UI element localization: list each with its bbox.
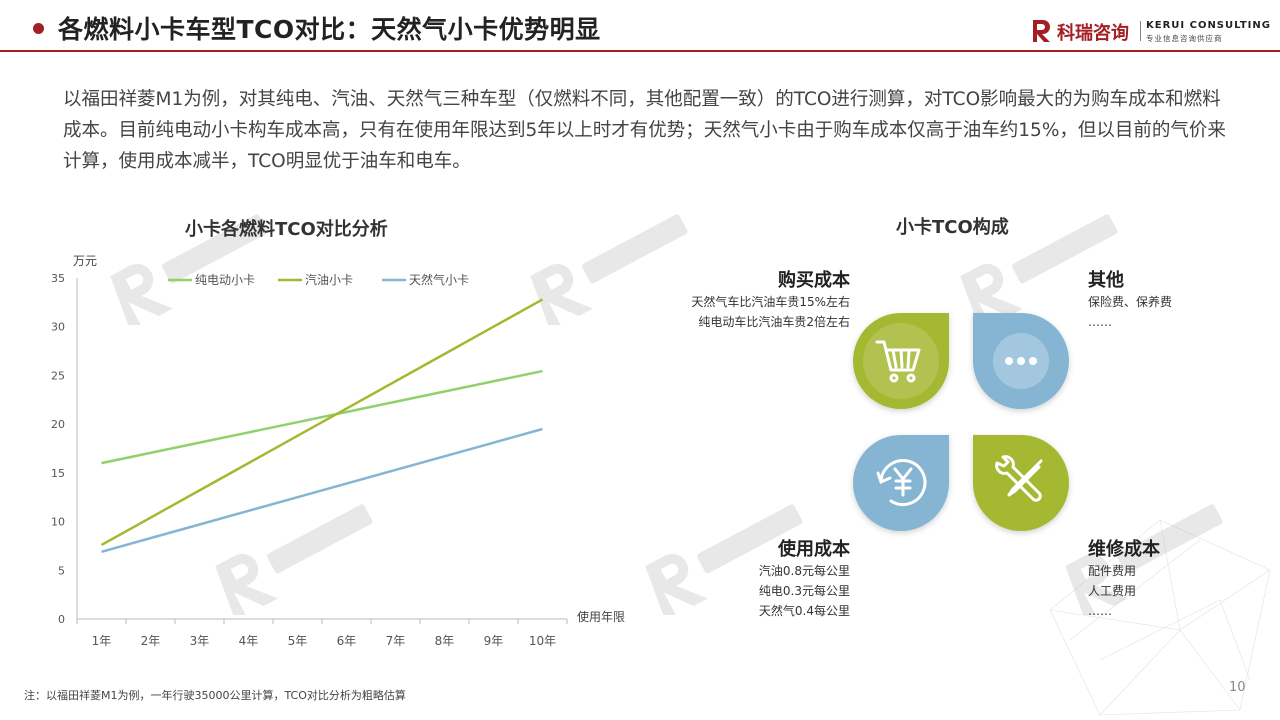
y-tick-label: 15 <box>51 467 65 480</box>
intro-paragraph: 以福田祥菱M1为例，对其纯电、汽油、天然气三种车型（仅燃料不同，其他配置一致）的… <box>63 89 1226 172</box>
maintenance-cost-petal <box>973 435 1069 531</box>
decorative-wireframe <box>1049 519 1271 716</box>
logo-separator <box>1140 21 1141 41</box>
purchase-cost-line: 纯电动车比汽油车贵2倍左右 <box>698 315 850 329</box>
legend-label: 汽油小卡 <box>305 272 353 287</box>
more-dots-icon <box>993 333 1049 389</box>
y-tick-label: 35 <box>51 272 65 285</box>
wrench-screwdriver-icon <box>995 455 1043 502</box>
other-cost-petal <box>973 313 1069 409</box>
series-line <box>101 369 543 465</box>
maintenance-cost-heading: 维修成本 <box>1088 539 1160 560</box>
purchase-cost-details: 天然气车比汽油车贵15%左右 纯电动车比汽油车贵2倍左右 <box>691 292 850 332</box>
usage-cost-details: 汽油0.8元每公里 纯电0.3元每公里 天然气0.4每公里 <box>759 561 850 621</box>
logo-text-en: KERUI CONSULTING <box>1146 20 1271 31</box>
x-tick-label: 8年 <box>435 634 455 648</box>
x-tick-label: 7年 <box>386 634 406 648</box>
usage-cost-heading: 使用成本 <box>778 539 850 560</box>
maintenance-cost-line: …… <box>1088 604 1112 618</box>
purchase-cost-heading: 购买成本 <box>778 270 850 291</box>
yen-cycle-icon <box>876 459 927 506</box>
title-bullet <box>33 23 44 34</box>
x-tick-label: 6年 <box>337 634 357 648</box>
watermark-logo <box>110 214 268 325</box>
x-axis-title: 使用年限 <box>577 609 625 624</box>
usage-cost-line: 天然气0.4每公里 <box>758 604 850 618</box>
usage-cost-line: 纯电0.3元每公里 <box>758 584 850 598</box>
y-tick-label: 30 <box>51 321 65 334</box>
tco-quadrant-graphic <box>853 313 1069 531</box>
x-tick-label: 5年 <box>288 634 308 648</box>
maintenance-cost-line: 人工费用 <box>1088 584 1137 598</box>
page-title: 各燃料小卡车型TCO对比：天然气小卡优势明显 <box>58 15 601 44</box>
logo-mark-icon <box>1033 20 1050 42</box>
y-tick-label: 0 <box>58 613 65 626</box>
other-cost-line: 保险费、保养费 <box>1088 295 1173 309</box>
x-tick-label: 4年 <box>239 634 259 648</box>
purchase-cost-petal <box>853 313 949 409</box>
purchase-cost-line: 天然气车比汽油车贵15%左右 <box>691 295 850 309</box>
legend-label: 天然气小卡 <box>409 272 469 287</box>
watermark-logo <box>530 214 688 325</box>
series-line <box>101 427 543 553</box>
y-tick-label: 20 <box>51 418 65 431</box>
usage-cost-petal <box>853 435 949 531</box>
y-tick-label: 10 <box>51 516 65 529</box>
x-tick-label: 3年 <box>190 634 210 648</box>
logo-tagline: 专业信息咨询供应商 <box>1146 34 1223 43</box>
watermark-logo <box>1065 504 1223 615</box>
other-cost-line: …… <box>1088 315 1112 329</box>
series-line <box>100 298 544 547</box>
maintenance-cost-line: 配件费用 <box>1088 564 1137 578</box>
header-divider <box>0 50 1280 52</box>
tco-line-chart: 0 5 10 15 20 25 30 35 1年 2年 3年 4年 5年 6年 7年 8年 9年 10年 万元使用年… <box>51 254 625 648</box>
x-tick-label: 2年 <box>141 634 161 648</box>
logo-text-cn: 科瑞咨询 <box>1057 23 1129 44</box>
y-tick-label: 5 <box>58 564 65 577</box>
watermark-logo <box>215 504 373 615</box>
x-tick-label: 1年 <box>92 634 112 648</box>
watermark-logo <box>645 504 803 615</box>
chart-title: 小卡各燃料TCO对比分析 <box>185 219 388 240</box>
usage-cost-line: 汽油0.8元每公里 <box>758 564 850 578</box>
footnote: 注：以福田祥菱M1为例，一年行驶35000公里计算，TCO对比分析为粗略估算 <box>24 689 406 702</box>
x-tick-label: 9年 <box>484 634 504 648</box>
legend-label: 纯电动小卡 <box>195 273 255 287</box>
tco-composition-title: 小卡TCO构成 <box>896 217 1009 238</box>
page-number: 10 <box>1229 680 1246 695</box>
y-tick-label: 25 <box>51 369 65 382</box>
y-axis-title: 万元 <box>73 254 97 268</box>
maintenance-cost-details: 配件费用 人工费用 …… <box>1088 561 1136 621</box>
other-cost-details: 保险费、保养费 …… <box>1088 292 1172 332</box>
shopping-cart-icon <box>875 340 921 383</box>
other-cost-heading: 其他 <box>1088 270 1124 291</box>
x-tick-label: 10年 <box>529 634 556 648</box>
